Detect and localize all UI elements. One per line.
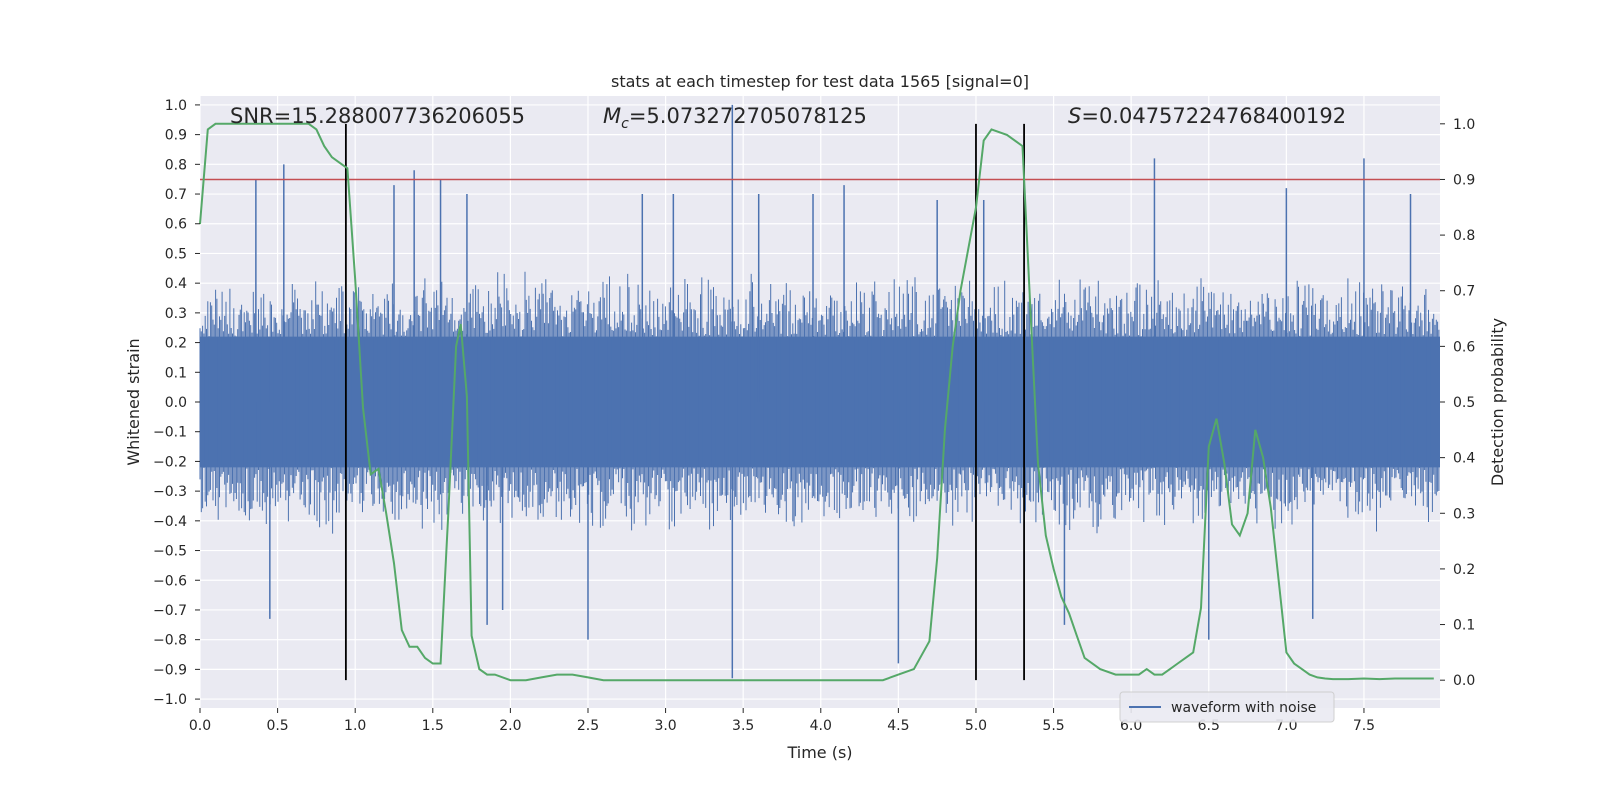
- detection-probability-line: [199, 122, 1434, 682]
- y-right-tick-label: 0.4: [1453, 451, 1475, 467]
- y-axis-ticks: 1.0 0.9 0.8 0.7 0.6 0.5 0.4 0.3 0.2 0.1 0.0 −0.1 −0.…: [153, 98, 200, 708]
- y-tick-label: −0.4: [153, 514, 187, 530]
- x-tick-label: 4.0: [810, 718, 832, 734]
- chirp-mass-annotation: Mc=5.073272705078125: [603, 104, 867, 132]
- snr-annotation: SNR=15.288007736206055: [230, 104, 525, 128]
- chirp-mass-subscript: c: [621, 116, 629, 132]
- y-right-axis-label: Detection probability: [1488, 318, 1507, 486]
- chirp-mass-value: =5.073272705078125: [629, 104, 867, 128]
- y-right-axis-ticks: 1.0 0.9 0.8 0.7 0.6 0.5 0.4 0.3 0.2 0.1 0.0: [1440, 117, 1475, 689]
- statistic-annotation: S=0.04757224768400192: [1068, 104, 1346, 128]
- statistic-value: =0.04757224768400192: [1081, 104, 1346, 128]
- y-tick-label: 0.0: [165, 395, 187, 411]
- y-tick-label: 0.8: [165, 157, 187, 173]
- x-tick-label: 0.0: [189, 718, 211, 734]
- y-tick-label: −0.9: [153, 662, 187, 678]
- x-tick-label: 1.0: [344, 718, 366, 734]
- y-right-tick-label: 0.0: [1453, 673, 1475, 689]
- x-tick-label: 0.5: [266, 718, 288, 734]
- legend-label-waveform: waveform with noise: [1171, 700, 1316, 716]
- chirp-mass-symbol: M: [603, 104, 621, 128]
- y-right-tick-label: 0.5: [1453, 395, 1475, 411]
- statistic-symbol: S: [1068, 104, 1081, 128]
- overlay-lines: [200, 123, 1440, 681]
- y-right-tick-label: 0.9: [1453, 172, 1475, 188]
- y-tick-label: −0.2: [153, 454, 187, 470]
- x-tick-label: 7.5: [1353, 718, 1375, 734]
- y-tick-label: −0.8: [153, 633, 187, 649]
- x-tick-label: 3.0: [654, 718, 676, 734]
- y-right-tick-label: 0.2: [1453, 562, 1475, 578]
- legend: waveform with noise: [1119, 691, 1335, 723]
- y-tick-label: 0.2: [165, 336, 187, 352]
- y-tick-label: 0.4: [165, 276, 187, 292]
- y-tick-label: 0.5: [165, 246, 187, 262]
- y-tick-label: −1.0: [153, 692, 187, 708]
- y-right-tick-label: 0.6: [1453, 339, 1475, 355]
- x-tick-label: 2.0: [499, 718, 521, 734]
- x-tick-label: 1.5: [422, 718, 444, 734]
- y-tick-label: 0.9: [165, 128, 187, 144]
- y-axis-label: Whitened strain: [124, 338, 143, 465]
- y-tick-label: −0.3: [153, 484, 187, 500]
- probability-series: [199, 122, 1434, 682]
- waveform-trace: [199, 271, 1440, 534]
- y-tick-label: −0.5: [153, 544, 187, 560]
- x-tick-label: 3.5: [732, 718, 754, 734]
- y-tick-label: 1.0: [165, 98, 187, 114]
- y-right-tick-label: 0.1: [1453, 618, 1475, 634]
- y-tick-label: −0.6: [153, 573, 187, 589]
- waveform-series: [199, 104, 1440, 679]
- y-tick-label: 0.6: [165, 217, 187, 233]
- y-right-tick-label: 0.3: [1453, 506, 1475, 522]
- y-tick-label: −0.1: [153, 425, 187, 441]
- y-right-tick-label: 1.0: [1453, 117, 1475, 133]
- y-tick-label: 0.7: [165, 187, 187, 203]
- x-tick-label: 5.5: [1042, 718, 1064, 734]
- y-tick-label: 0.1: [165, 365, 187, 381]
- chart-title: stats at each timestep for test data 156…: [611, 72, 1029, 91]
- x-tick-label: 4.5: [887, 718, 909, 734]
- x-tick-label: 2.5: [577, 718, 599, 734]
- x-axis-label: Time (s): [786, 743, 852, 762]
- y-tick-label: 0.3: [165, 306, 187, 322]
- y-tick-label: −0.7: [153, 603, 187, 619]
- y-right-tick-label: 0.7: [1453, 284, 1475, 300]
- y-right-tick-label: 0.8: [1453, 228, 1475, 244]
- legend-box: [1119, 691, 1335, 723]
- x-tick-label: 5.0: [965, 718, 987, 734]
